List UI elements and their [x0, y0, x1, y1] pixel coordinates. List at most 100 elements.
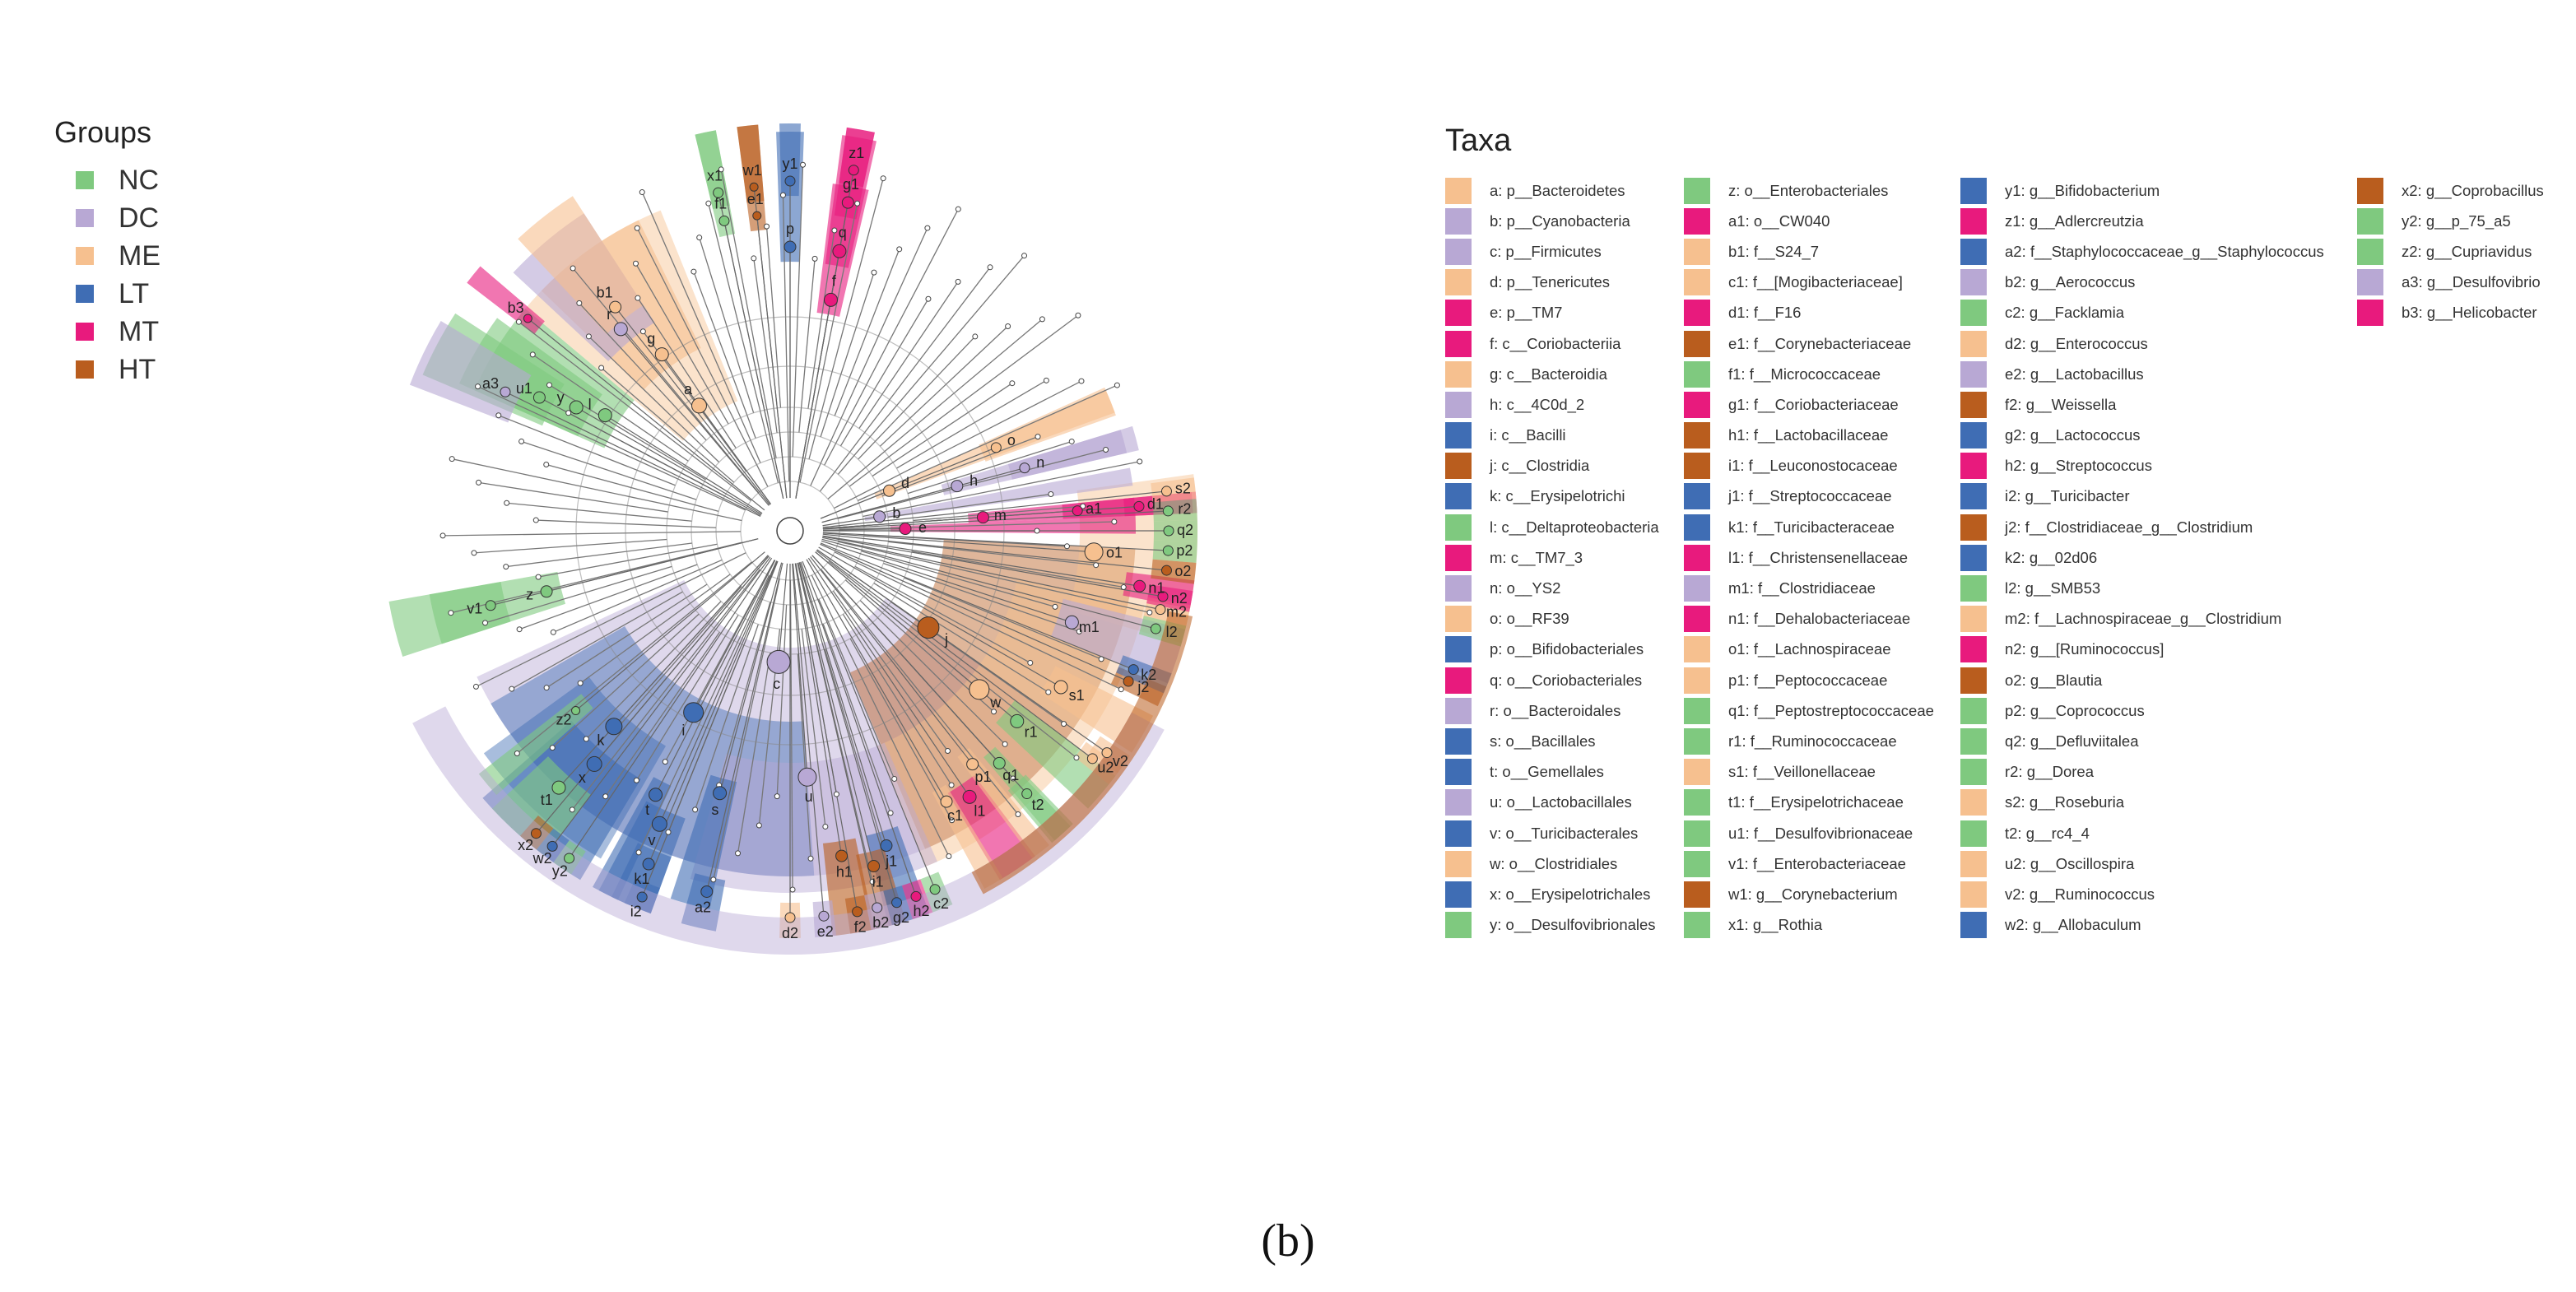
taxa-legend-item: v: o__Turicibacterales	[1445, 818, 1684, 848]
clade-label-r: r	[607, 306, 611, 323]
leaf-node	[665, 829, 672, 835]
clade-label-l: l	[588, 397, 592, 413]
taxa-swatch	[1445, 789, 1472, 816]
clade-branch-b	[822, 516, 880, 527]
taxa-swatch	[2357, 238, 2383, 265]
leaf-node	[710, 876, 717, 883]
taxa-legend-item: b3: g__Helicobacter	[2357, 298, 2538, 328]
clade-branch-s1	[818, 546, 1062, 688]
leaf-node	[822, 823, 829, 830]
branch	[842, 613, 952, 786]
taxa-legend-item: z2: g__Cupriavidus	[2357, 236, 2538, 267]
taxa-label: u1: f__Desulfovibrionaceae	[1728, 824, 1913, 842]
taxa-swatch	[1684, 789, 1710, 816]
clade-node-i	[683, 702, 704, 723]
clade-label-k: k	[597, 732, 605, 748]
leaf-node	[634, 225, 640, 231]
branch	[913, 505, 1083, 522]
branch	[789, 579, 793, 890]
branch	[521, 440, 697, 500]
taxa-swatch	[1960, 360, 1987, 388]
group-swatch	[76, 285, 94, 303]
clade-node-d	[883, 484, 896, 497]
taxa-label: s1: f__Veillonellaceae	[1728, 763, 1876, 781]
branch	[579, 574, 731, 684]
clade-node-r2	[1162, 505, 1174, 517]
clade-label-a: a	[684, 381, 693, 397]
clade-branch-o1	[822, 532, 1095, 553]
taxa-label: c2: g__Facklamia	[2005, 304, 2124, 322]
leaf-node	[546, 382, 552, 388]
taxa-legend-item: s1: f__Veillonellaceae	[1684, 757, 1960, 788]
taxa-legend-item: q1: f__Peptostreptococcaceae	[1684, 695, 1960, 726]
leaf-node	[602, 793, 609, 800]
clade-label-m1: m1	[1079, 619, 1100, 635]
taxa-label: q: o__Coriobacteriales	[1490, 671, 1643, 689]
branch	[737, 652, 771, 853]
clade-branch-n2	[822, 536, 1164, 597]
taxa-swatch	[1684, 759, 1710, 786]
outer-rings	[412, 611, 1193, 955]
ring-firmicutes	[412, 706, 1165, 955]
branch	[636, 227, 769, 487]
taxa-swatch	[1445, 544, 1472, 571]
clade-node-m1	[1064, 615, 1079, 630]
taxa-label: m2: f__Lachnospiraceae_g__Clostridium	[2005, 610, 2282, 628]
clade-node-z1	[848, 165, 859, 176]
clade-label-s1: s1	[1069, 687, 1085, 704]
branch	[518, 564, 698, 630]
clade-node-f1	[718, 215, 730, 226]
taxa-label: k1: f__Turicibacteraceae	[1728, 518, 1895, 536]
clade-branch-d	[820, 490, 890, 519]
taxa-swatch	[1684, 483, 1710, 510]
taxa-legend-item: b1: f__S24_7	[1684, 236, 1960, 267]
taxa-swatch	[1445, 300, 1472, 327]
leaf-node	[503, 564, 509, 570]
branch	[872, 383, 1013, 477]
leaf-node	[1061, 721, 1067, 727]
clade-node-t2	[1021, 788, 1033, 800]
branch	[819, 267, 991, 492]
taxa-legend-item: o: o__RF39	[1445, 604, 1684, 634]
clade-branch-e	[822, 527, 905, 531]
taxa-swatch	[2357, 177, 2383, 204]
taxa-legend-item: e2: g__Lactobacillus	[1960, 359, 2357, 389]
clade-node-g	[654, 347, 669, 362]
leaf-node	[789, 886, 796, 893]
clade-label-v: v	[649, 832, 656, 848]
taxa-label: p2: g__Coprococcus	[2005, 701, 2145, 719]
root-node	[776, 517, 804, 545]
leaf-node	[633, 260, 639, 267]
branch	[837, 448, 1106, 519]
leaf-node	[1075, 312, 1081, 318]
clade-node-e2	[818, 910, 830, 922]
clade-node-l	[598, 408, 612, 423]
taxa-legend-item: d: p__Tenericutes	[1445, 267, 1684, 298]
leaf-node	[1093, 562, 1100, 569]
branch	[450, 541, 742, 614]
clade-label-u: u	[805, 788, 813, 805]
clade-label-n1: n1	[1148, 579, 1165, 596]
leaf-node	[543, 462, 550, 468]
clade-label-v2: v2	[1113, 753, 1128, 769]
taxa-legend-item: g2: g__Lactococcus	[1960, 421, 2357, 451]
leaf-node	[1005, 323, 1011, 330]
taxa-swatch	[1684, 727, 1710, 755]
clade-label-e: e	[918, 519, 927, 536]
tree-branches	[443, 165, 1169, 918]
clade-label-t: t	[645, 802, 649, 818]
clade-label-d2: d2	[782, 925, 798, 941]
taxa-legend-item: h: c__4C0d_2	[1445, 389, 1684, 420]
clade-label-a3: a3	[482, 375, 499, 392]
taxa-legend-item: m: c__TM7_3	[1445, 542, 1684, 573]
clade-highlights	[388, 123, 1197, 938]
clade-branch-k2	[820, 542, 1134, 671]
branch	[782, 195, 790, 482]
clade-branch-s	[719, 562, 783, 793]
leaf-node	[991, 709, 997, 715]
clade-label-h: h	[969, 472, 978, 489]
taxa-legend-item: k: c__Erysipelotrichi	[1445, 481, 1684, 512]
clade-label-c: c	[773, 676, 780, 692]
taxa-label: d2: g__Enterococcus	[2005, 334, 2148, 352]
taxa-label: g1: f__Coriobacteriaceae	[1728, 395, 1899, 413]
